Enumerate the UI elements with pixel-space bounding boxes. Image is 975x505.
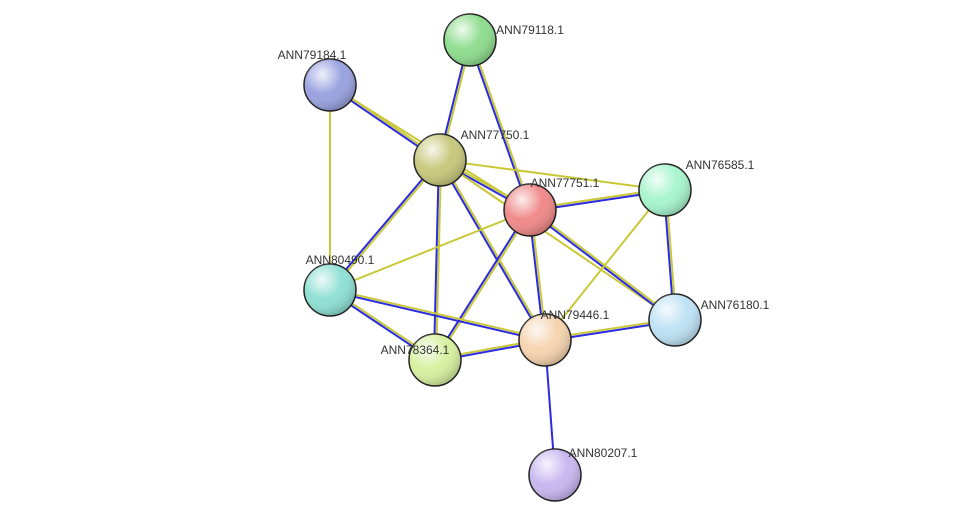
edges-layer bbox=[329, 40, 676, 475]
network-canvas: ANN79118.1ANN79184.1ANN77750.1ANN77751.1… bbox=[0, 0, 975, 505]
graph-svg bbox=[0, 0, 975, 505]
node-ANN79118_1[interactable] bbox=[444, 14, 496, 66]
edge bbox=[529, 211, 674, 321]
node-ANN80207_1[interactable] bbox=[529, 449, 581, 501]
edge bbox=[545, 190, 665, 340]
node-ANN79184_1[interactable] bbox=[304, 59, 356, 111]
node-ANN76180_1[interactable] bbox=[649, 294, 701, 346]
node-ANN77750_1[interactable] bbox=[414, 134, 466, 186]
node-ANN79446_1[interactable] bbox=[519, 314, 571, 366]
node-ANN76585_1[interactable] bbox=[639, 164, 691, 216]
edge bbox=[531, 209, 676, 319]
nodes-layer bbox=[304, 14, 701, 501]
node-ANN77751_1[interactable] bbox=[504, 184, 556, 236]
node-ANN80490_1[interactable] bbox=[304, 264, 356, 316]
node-ANN78364_1[interactable] bbox=[409, 334, 461, 386]
edge bbox=[330, 210, 530, 290]
